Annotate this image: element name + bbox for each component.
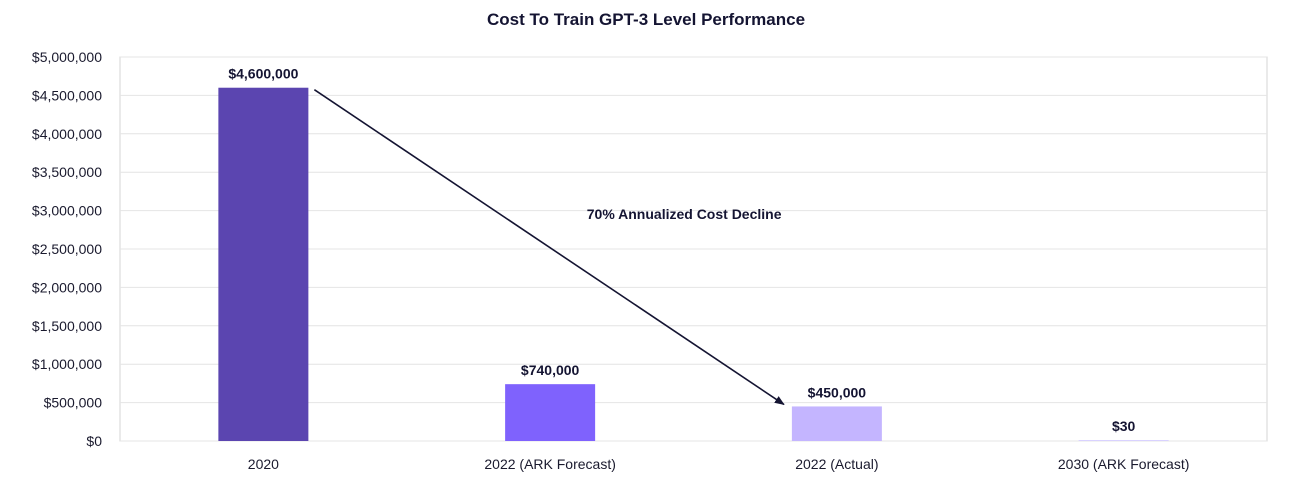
bar (218, 87, 309, 441)
annotation: 70% Annualized Cost Decline (313, 89, 785, 406)
bars (218, 87, 1169, 441)
y-tick-label: $5,000,000 (32, 49, 102, 65)
y-tick-label: $500,000 (44, 395, 103, 411)
y-tick-label: $2,500,000 (32, 241, 102, 257)
y-tick-label: $1,500,000 (32, 318, 102, 334)
x-tick-label: 2020 (248, 456, 279, 472)
chart-title: Cost To Train GPT-3 Level Performance (486, 10, 806, 29)
bar (505, 384, 596, 441)
y-tick-label: $4,000,000 (32, 126, 102, 142)
x-tick-label: 2022 (Actual) (795, 456, 878, 472)
trend-arrow (313, 89, 785, 406)
data-label: $4,600,000 (228, 66, 298, 82)
grid-lines (119, 56, 1268, 442)
x-axis-labels: 2020 2022 (ARK Forecast) 2022 (Actual) 2030… (248, 456, 1190, 472)
y-tick-label: $3,500,000 (32, 164, 102, 180)
y-tick-label: $1,000,000 (32, 356, 102, 372)
y-tick-label: $4,500,000 (32, 87, 102, 103)
y-tick-label: $0 (86, 433, 102, 449)
x-tick-label: 2030 (ARK Forecast) (1058, 456, 1190, 472)
data-labels: $4,600,000 $740,000 $450,000 $30 (228, 66, 1135, 434)
x-tick-label: 2022 (ARK Forecast) (484, 456, 616, 472)
y-axis-ticks: $0 $500,000 $1,000,000 $1,500,000 $2,000,000… (32, 49, 102, 449)
y-tick-label: $3,000,000 (32, 203, 102, 219)
y-tick-label: $2,000,000 (32, 279, 102, 295)
bar (791, 406, 882, 441)
data-label: $450,000 (808, 384, 867, 400)
data-label: $30 (1112, 418, 1136, 434)
annotation-label: 70% Annualized Cost Decline (587, 206, 782, 222)
bar (1078, 440, 1169, 441)
data-label: $740,000 (521, 362, 580, 378)
